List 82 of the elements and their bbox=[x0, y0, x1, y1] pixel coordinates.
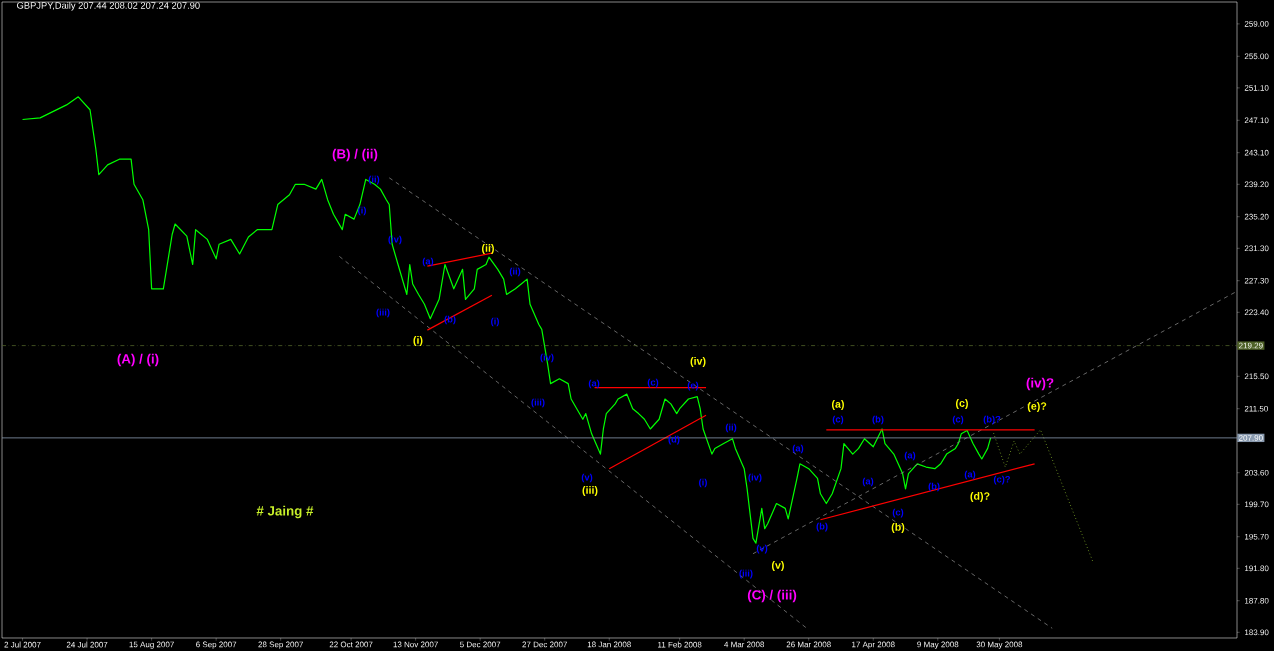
annotation: (iii) bbox=[531, 398, 545, 408]
annotation: (e)? bbox=[1027, 402, 1047, 412]
x-tick-label: 27 Dec 2007 bbox=[522, 641, 567, 648]
annotation: (i) bbox=[699, 478, 707, 488]
y-tick-label: 187.80 bbox=[1245, 597, 1269, 604]
annotation: (c) bbox=[955, 399, 968, 409]
annotation: (a) bbox=[588, 379, 600, 389]
x-tick-label: 28 Sep 2007 bbox=[258, 641, 303, 649]
y-tick-label: 251.10 bbox=[1244, 85, 1269, 91]
annotation: (C) / (iii) bbox=[747, 589, 797, 603]
y-tick-label: 255.00 bbox=[1244, 53, 1269, 60]
annotation: (c) bbox=[832, 415, 844, 425]
annotation: (d) bbox=[668, 435, 680, 445]
y-tick-label: 223.40 bbox=[1244, 309, 1269, 316]
annotation: (v) bbox=[756, 544, 768, 554]
x-tick-label: 2 Jul 2007 bbox=[4, 641, 41, 648]
line-series bbox=[993, 429, 1094, 564]
x-tick-label: 11 Feb 2008 bbox=[658, 641, 702, 648]
annotation: (d)? bbox=[970, 492, 990, 502]
annotation: (iv) bbox=[748, 473, 762, 483]
y-tick-label: 183.90 bbox=[1245, 629, 1269, 636]
y-tick-label: 235.20 bbox=[1244, 213, 1269, 220]
y-tick-label: 239.20 bbox=[1244, 181, 1269, 188]
annotation: (iv)? bbox=[1026, 377, 1054, 391]
annotation: (b) bbox=[816, 522, 828, 532]
annotation: (b) bbox=[872, 415, 884, 425]
annotation: (i) bbox=[413, 336, 423, 346]
annotation: (c) bbox=[892, 508, 904, 518]
annotation: (b) bbox=[928, 482, 940, 492]
annotation: (a) bbox=[904, 451, 916, 461]
y-tick-label: 199.70 bbox=[1245, 501, 1269, 508]
y-tick-label: 227.30 bbox=[1244, 277, 1269, 284]
annotation: (b) bbox=[444, 315, 456, 325]
annotation: (c) bbox=[952, 415, 964, 425]
x-tick-label: 30 May 2008 bbox=[976, 641, 1023, 649]
annotation: (a) bbox=[862, 477, 874, 487]
y-tick-label: 247.10 bbox=[1244, 117, 1269, 124]
annotation: (iv) bbox=[690, 356, 706, 367]
x-tick-label: 5 Dec 2007 bbox=[460, 641, 501, 648]
y-tick-label: 215.50 bbox=[1244, 373, 1269, 380]
annotation: (v) bbox=[771, 561, 784, 571]
x-tick-label: 9 May 2008 bbox=[917, 641, 959, 649]
y-tick-label: 231.30 bbox=[1244, 245, 1269, 252]
x-tick-label: 18 Jan 2008 bbox=[587, 641, 631, 648]
annotation: (b)? bbox=[983, 415, 1001, 425]
x-tick-label: 15 Aug 2007 bbox=[129, 641, 174, 649]
x-tick-label: 26 Mar 2008 bbox=[786, 641, 831, 648]
x-tick-label: 17 Apr 2008 bbox=[852, 641, 895, 649]
x-tick-label: 22 Oct 2007 bbox=[329, 641, 373, 648]
annotation: (iii) bbox=[582, 486, 598, 496]
annotation: (c) bbox=[647, 378, 659, 388]
x-tick-label: 24 Jul 2007 bbox=[66, 641, 108, 648]
annotation: (a) bbox=[422, 257, 434, 267]
annotation: (i) bbox=[358, 206, 366, 216]
y-tick-label: 211.50 bbox=[1244, 405, 1268, 412]
ref-line-label: 219.29 bbox=[1239, 342, 1263, 349]
annotation: (iii) bbox=[739, 569, 753, 579]
y-tick-label: 259.00 bbox=[1244, 21, 1269, 27]
y-tick-label: 203.60 bbox=[1244, 469, 1269, 476]
annotation: (iii) bbox=[376, 308, 390, 318]
annotation: (A) / (i) bbox=[117, 353, 159, 367]
annotation: (B) / (ii) bbox=[332, 148, 378, 162]
y-tick-label: 191.80 bbox=[1245, 565, 1269, 572]
annotation: (b) bbox=[891, 522, 905, 533]
annotation: (ii) bbox=[368, 175, 380, 185]
annotation: # Jaing # bbox=[256, 505, 314, 519]
y-tick-label: 195.70 bbox=[1245, 533, 1269, 540]
annotation: (a) bbox=[964, 470, 976, 480]
annotation: (a) bbox=[831, 400, 844, 410]
annotation: (v) bbox=[581, 473, 593, 483]
chart-title: GBPJPY,Daily 207.44 208.02 207.24 207.90 bbox=[17, 1, 200, 11]
x-tick-label: 4 Mar 2008 bbox=[724, 641, 765, 648]
y-tick-label: 243.10 bbox=[1244, 149, 1269, 156]
annotation: (c)? bbox=[993, 475, 1010, 485]
annotation: (ii) bbox=[481, 244, 494, 254]
x-tick-label: 6 Sep 2007 bbox=[196, 641, 237, 649]
annotation: (i) bbox=[491, 317, 499, 327]
ref-line-label: 207.90 bbox=[1239, 435, 1263, 441]
annotation: (ii) bbox=[725, 423, 737, 433]
x-tick-label: 13 Nov 2007 bbox=[393, 641, 438, 648]
annotation: (a) bbox=[792, 444, 804, 454]
annotation: (ii) bbox=[509, 267, 521, 277]
